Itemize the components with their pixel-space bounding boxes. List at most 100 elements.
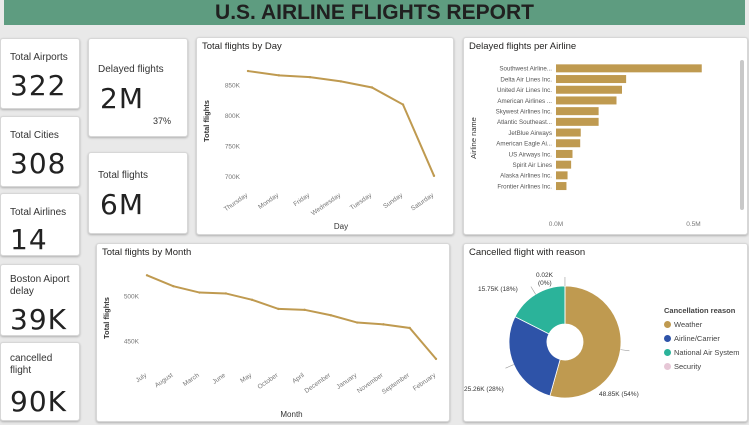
data-point <box>339 80 343 83</box>
leader-line <box>620 349 630 352</box>
legend-label: National Air System <box>674 348 740 357</box>
kpi-cancelled[interactable]: cancelled flight 90K <box>0 342 80 421</box>
chart-title: Delayed flights per Airline <box>469 41 577 52</box>
legend-label: Security <box>674 362 702 371</box>
data-label: 0.02K <box>536 272 554 279</box>
x-tick-label: June <box>211 372 227 386</box>
data-point <box>246 69 250 73</box>
category-label: Skywest Airlines Inc. <box>496 108 553 115</box>
kpi-value: 6M <box>100 188 144 221</box>
category-label: Southwest Airline... <box>499 66 552 73</box>
data-label: 25.26K (28%) <box>464 386 504 393</box>
donut-slice <box>549 285 622 399</box>
data-point <box>432 174 436 178</box>
legend-swatch <box>664 321 671 328</box>
legend-swatch <box>664 363 671 370</box>
y-tick-label: 500K <box>124 293 140 300</box>
bar <box>556 85 622 94</box>
bar-chart-airline: Southwest Airline... Delta Air Lines Inc.… <box>469 60 744 228</box>
data-point <box>355 321 359 324</box>
legend-swatch <box>664 349 671 356</box>
chart-title: Total flights by Day <box>202 41 282 52</box>
kpi-value: 308 <box>10 147 67 180</box>
bar <box>556 128 581 137</box>
x-tick-label: February <box>412 371 438 392</box>
chart-cancelled-reason[interactable]: Cancelled flight with reason 48.85K (54%… <box>463 243 748 422</box>
bar <box>556 64 702 73</box>
chart-delayed-per-airline[interactable]: Delayed flights per Airline Southwest Ai… <box>463 37 748 235</box>
data-label: 15.75K (18%) <box>478 286 518 293</box>
x-tick-label: Saturday <box>410 191 436 212</box>
kpi-boston-delay[interactable]: Boston Aiport delay 39K <box>0 264 80 336</box>
kpi-label: Total Cities <box>10 130 59 141</box>
y-axis-label: Airline name <box>469 117 478 159</box>
x-tick-label: Friday <box>292 191 311 208</box>
data-point <box>198 291 201 294</box>
x-tick-label: Sunday <box>382 191 405 210</box>
data-point <box>277 307 280 311</box>
legend-item[interactable]: Security <box>664 362 701 371</box>
leader-line <box>530 286 536 295</box>
data-point <box>277 74 281 77</box>
y-tick-label: 750K <box>225 143 241 150</box>
kpi-delayed-flights[interactable]: Delayed flights 2M 37% <box>88 38 188 137</box>
data-label: 48.85K (54%) <box>599 391 639 398</box>
x-tick-label: April <box>291 372 306 386</box>
legend-swatch <box>664 335 671 342</box>
kpi-value: 322 <box>10 69 67 102</box>
legend-item[interactable]: Airline/Carrier <box>664 334 720 343</box>
x-tick-label: December <box>303 371 332 394</box>
line-chart-month: 450K 500K Total flights Month July August Marc… <box>102 274 438 419</box>
chart-flights-by-month[interactable]: Total flights by Month 450K 500K Total fli… <box>96 243 450 422</box>
x-tick-label: Wednesday <box>310 191 343 217</box>
kpi-label: Boston Aiport delay <box>10 274 70 297</box>
kpi-total-airports[interactable]: Total Airports 322 <box>0 38 80 109</box>
data-point <box>408 326 411 330</box>
x-tick-label: Monday <box>257 191 281 210</box>
legend-item[interactable]: Weather <box>664 320 702 329</box>
kpi-label: Total Airlines <box>10 207 67 218</box>
category-label: American Airlines ... <box>497 98 552 105</box>
series-line <box>247 70 435 177</box>
data-point <box>250 298 254 302</box>
kpi-total-flights[interactable]: Total flights 6M <box>88 152 188 234</box>
x-tick-label: January <box>335 371 359 390</box>
bar <box>556 96 617 105</box>
bar <box>556 117 599 126</box>
bar <box>556 107 599 116</box>
x-tick-label: May <box>239 371 254 384</box>
bar <box>556 171 568 180</box>
legend-label: Airline/Carrier <box>674 334 720 343</box>
chart-title: Cancelled flight with reason <box>469 247 586 258</box>
category-label: JetBlue Airways <box>508 130 552 137</box>
series-line <box>146 274 437 360</box>
kpi-value: 14 <box>10 223 48 256</box>
category-label: Atlantic Southeast... <box>497 119 552 126</box>
y-axis-label: Total flights <box>202 100 211 142</box>
report-title: U.S. AIRLINE FLIGHTS REPORT <box>4 0 745 25</box>
y-axis-label: Total flights <box>102 297 111 339</box>
bar <box>556 139 581 148</box>
chart-flights-by-day[interactable]: Total flights by Day 700K 750K 800K 850K Tot… <box>196 37 454 235</box>
x-axis-label: Day <box>334 222 348 231</box>
kpi-value: 90K <box>10 385 67 418</box>
legend-item[interactable]: National Air System <box>664 348 739 357</box>
chart-title: Total flights by Month <box>102 247 192 258</box>
data-point <box>172 284 175 288</box>
kpi-percent: 37% <box>153 116 172 126</box>
data-point <box>434 357 438 361</box>
x-tick-label: March <box>182 372 201 388</box>
data-point <box>224 292 228 295</box>
category-label: American Eagle Ai... <box>496 141 552 148</box>
data-point <box>308 75 312 79</box>
kpi-value: 39K <box>10 303 67 336</box>
kpi-total-cities[interactable]: Total Cities 308 <box>0 116 80 187</box>
x-axis-label: Month <box>280 410 302 419</box>
category-label: US Airways Inc. <box>509 151 553 158</box>
kpi-total-airlines[interactable]: Total Airlines 14 <box>0 193 80 256</box>
legend-title: Cancellation reason <box>664 306 736 315</box>
category-label: Alaska Airlines Inc. <box>500 173 552 180</box>
legend-label: Weather <box>674 320 703 329</box>
category-label: Delta Air Lines Inc. <box>500 76 552 83</box>
kpi-label: Total Airports <box>10 52 68 63</box>
